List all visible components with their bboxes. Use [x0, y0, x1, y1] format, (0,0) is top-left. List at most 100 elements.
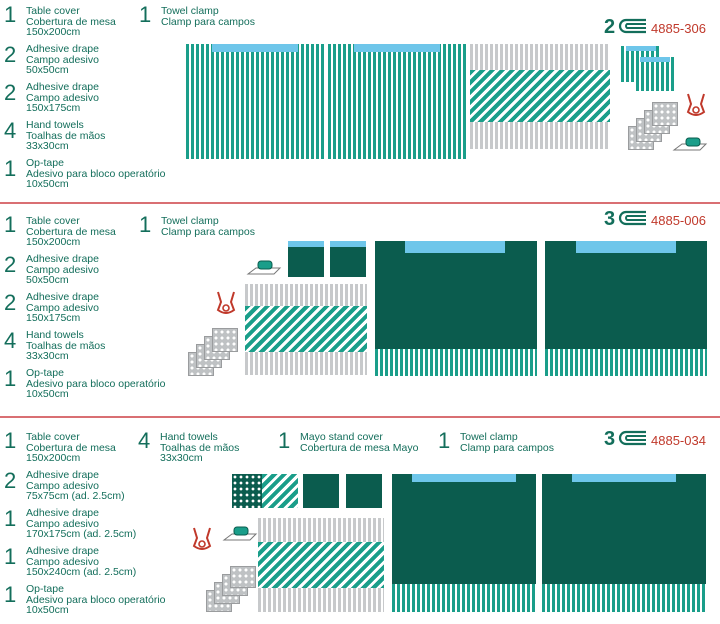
op-tape-icon	[246, 260, 282, 275]
adhesive-zone	[258, 542, 384, 588]
item-line: Toalhas de mãos	[26, 339, 106, 352]
item-line: Towel clamp	[161, 215, 219, 227]
item-table-cover: Table cover Cobertura de mesa 150x200cm	[26, 216, 116, 248]
item-op-tape: Op-tape Adesivo para bloco operatório 10…	[26, 584, 166, 616]
item-line: 33x30cm	[26, 140, 69, 152]
item-line: Campo adesivo	[26, 301, 99, 314]
section-divider	[0, 202, 720, 204]
item-line: Hand towels	[26, 119, 84, 131]
qty: 1	[139, 212, 152, 237]
qty: 2	[4, 468, 17, 493]
item-line: Cobertura de mesa Mayo	[300, 441, 419, 454]
item-line: 75x75cm (ad. 2.5cm)	[26, 490, 125, 502]
layer-count: 3	[604, 428, 616, 450]
item-towel-clamp: Towel clamp Clamp para campos	[460, 432, 554, 453]
item-line: 33x30cm	[160, 452, 203, 464]
table-cover-drawing	[392, 474, 536, 584]
item-line: 150x200cm	[26, 452, 81, 464]
table-cover-drawing	[375, 241, 537, 349]
item-adhesive-drape: Adhesive drape Campo adesivo 50x50cm	[26, 44, 99, 76]
item-line: Campo adesivo	[26, 263, 99, 276]
item-line: Clamp para campos	[460, 441, 554, 454]
qty: 1	[4, 156, 17, 181]
table-cover-drawing	[542, 474, 706, 584]
item-line: Toalhas de mãos	[26, 129, 106, 142]
hand-towel-drawing	[230, 566, 256, 588]
item-line: Toalhas de mãos	[160, 441, 240, 454]
adhesive-strip	[354, 44, 440, 52]
section-divider	[0, 416, 720, 418]
product-code: 4885-306	[651, 21, 706, 36]
qty: 2	[4, 252, 17, 277]
small-drape-drawing	[303, 474, 339, 508]
item-line: Adhesive drape	[26, 507, 99, 519]
table-cover-fold	[375, 349, 537, 376]
adhesive-strip	[405, 241, 505, 253]
layered-drape-icon	[618, 18, 646, 34]
item-line: 150x200cm	[26, 26, 81, 38]
item-line: Campo adesivo	[26, 479, 99, 492]
hand-towel-drawing	[652, 102, 678, 126]
item-adhesive-drape: Adhesive drape Campo adesivo 150x175cm	[26, 292, 99, 324]
adhesive-strip	[412, 474, 516, 482]
layered-drape-icon	[618, 210, 646, 226]
small-drape-drawing	[330, 241, 366, 277]
table-cover-fold	[545, 349, 707, 376]
qty: 4	[4, 118, 17, 143]
mayo-cover-drawing	[262, 474, 298, 508]
item-adhesive-drape: Adhesive drape Campo adesivo 170x175cm (…	[26, 508, 136, 540]
adhesive-strip	[640, 57, 670, 62]
item-table-cover: Table cover Cobertura de mesa 150x200cm	[26, 6, 116, 38]
qty: 1	[4, 212, 17, 237]
adhesive-strip	[330, 241, 366, 247]
qty: 4	[4, 328, 17, 353]
table-cover-fold	[392, 584, 536, 612]
item-line: Clamp para campos	[161, 225, 255, 238]
qty: 1	[4, 2, 17, 27]
item-line: 150x175cm	[26, 102, 81, 114]
item-line: Cobertura de mesa	[26, 441, 116, 454]
qty: 4	[138, 428, 151, 453]
towel-clamp-icon	[216, 291, 236, 314]
layer-count: 3	[604, 208, 616, 230]
adhesive-strip	[288, 241, 324, 247]
item-line: Adhesive drape	[26, 469, 99, 481]
op-tape-icon	[672, 137, 708, 151]
item-towel-clamp: Towel clamp Clamp para campos	[161, 216, 255, 237]
qty: 1	[4, 544, 17, 569]
item-line: Towel clamp	[161, 5, 219, 17]
item-adhesive-drape: Adhesive drape Campo adesivo 150x175cm	[26, 82, 99, 114]
layered-drape-icon	[618, 430, 646, 446]
qty: 1	[4, 366, 17, 391]
item-op-tape: Op-tape Adesivo para bloco operatório 10…	[26, 158, 166, 190]
item-line: Op-tape	[26, 583, 64, 595]
item-mayo-stand-cover: Mayo stand cover Cobertura de mesa Mayo	[300, 432, 418, 453]
qty: 1	[4, 506, 17, 531]
item-line: Mayo stand cover	[300, 431, 383, 443]
item-line: Op-tape	[26, 157, 64, 169]
item-line: Clamp para campos	[161, 15, 255, 28]
item-hand-towels: Hand towels Toalhas de mãos 33x30cm	[160, 432, 239, 464]
table-cover-fold	[542, 584, 706, 612]
qty: 1	[438, 428, 451, 453]
item-op-tape: Op-tape Adesivo para bloco operatório 10…	[26, 368, 166, 400]
item-line: Campo adesivo	[26, 53, 99, 66]
qty: 2	[4, 290, 17, 315]
item-line: Cobertura de mesa	[26, 15, 116, 28]
small-drape-drawing	[288, 241, 324, 277]
qty: 2	[4, 80, 17, 105]
item-line: 50x50cm	[26, 274, 69, 286]
item-line: Adhesive drape	[26, 545, 99, 557]
qty: 2	[4, 42, 17, 67]
towel-clamp-icon	[686, 93, 706, 116]
item-line: 10x50cm	[26, 178, 69, 190]
item-line: Adesivo para bloco operatório	[26, 377, 166, 390]
item-towel-clamp: Towel clamp Clamp para campos	[161, 6, 255, 27]
item-line: Towel clamp	[460, 431, 518, 443]
adhesive-zone	[470, 70, 610, 122]
item-table-cover: Table cover Cobertura de mesa 150x200cm	[26, 432, 116, 464]
adhesive-strip	[572, 474, 676, 482]
item-line: Cobertura de mesa	[26, 225, 116, 238]
table-cover-drawing	[328, 44, 468, 159]
item-hand-towels: Hand towels Toalhas de mãos 33x30cm	[26, 120, 105, 152]
